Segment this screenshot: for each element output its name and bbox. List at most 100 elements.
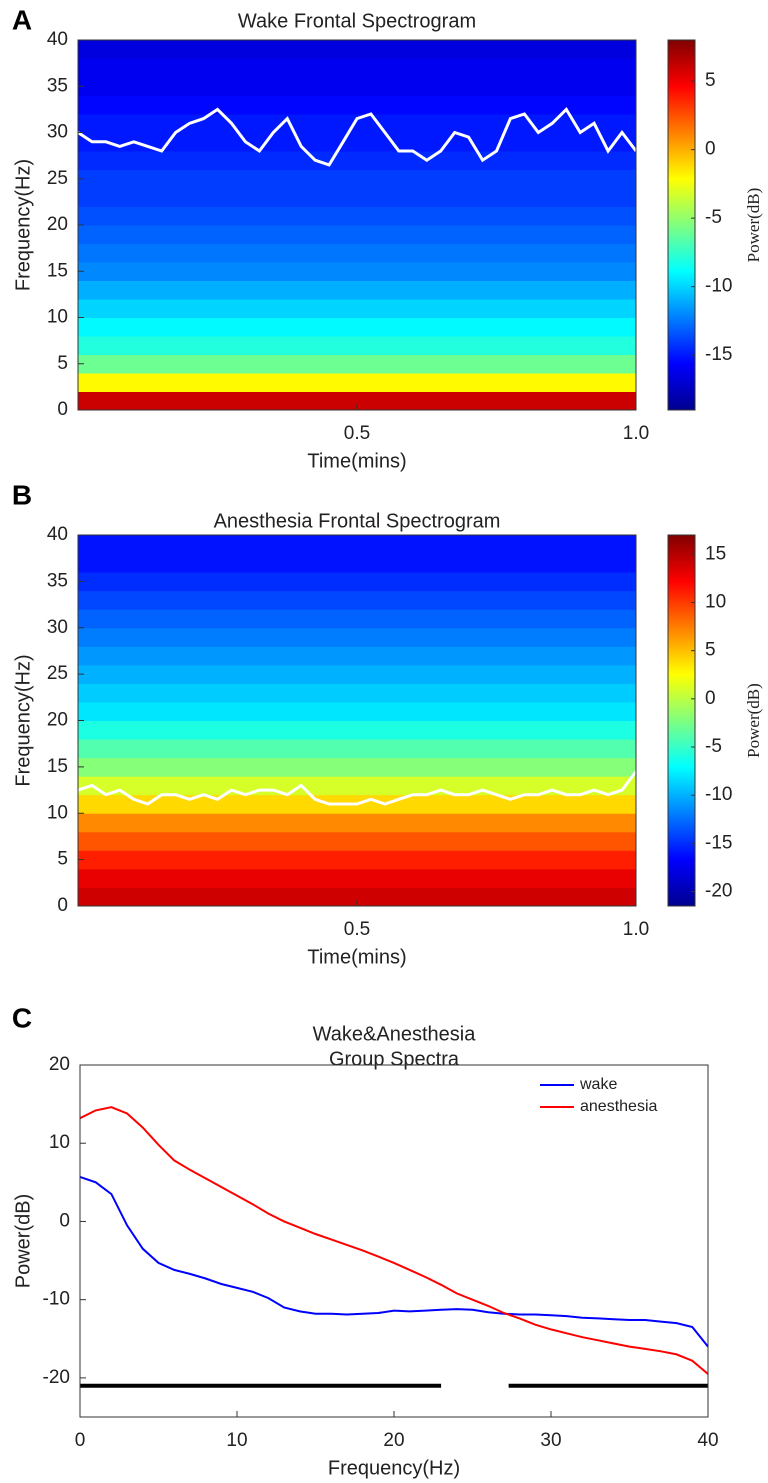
y-tick-label: 20	[47, 214, 68, 235]
heatmap-cell	[78, 683, 636, 703]
series-line	[79, 1175, 709, 1348]
heatmap-cell	[78, 831, 636, 851]
y-tick-label: 5	[57, 849, 68, 870]
heatmap-cell	[78, 887, 636, 907]
colorbar-tick-label: -20	[705, 881, 732, 902]
x-tick-label: 20	[383, 1430, 404, 1451]
x-tick-label: 0	[75, 1430, 86, 1451]
heatmap-cell	[78, 151, 636, 170]
heatmap-cell	[78, 739, 636, 759]
panel-letter: A	[12, 4, 32, 35]
colorbar-tick-label: -15	[705, 832, 732, 853]
legend-label: anesthesia	[580, 1098, 657, 1115]
y-tick-label: 40	[47, 29, 68, 50]
y-tick-label: 20	[47, 710, 68, 731]
heatmap-cell	[78, 850, 636, 870]
heatmap-cell	[78, 590, 636, 610]
heatmap-cell	[78, 243, 636, 263]
y-tick-label: 15	[47, 260, 68, 281]
heatmap-cell	[78, 280, 636, 300]
x-tick-label: 40	[697, 1430, 718, 1451]
heatmap-cell	[78, 664, 636, 684]
heatmap-cell	[78, 132, 636, 152]
heatmap-cell	[78, 813, 636, 833]
heatmap-cell	[78, 553, 636, 573]
y-tick-label: 0	[59, 1210, 70, 1231]
x-axis-label: Time(mins)	[307, 946, 406, 968]
chart-title: Wake Frontal Spectrogram	[238, 10, 476, 32]
heatmap-cell	[78, 354, 636, 374]
y-axis-label: Frequency(Hz)	[12, 159, 34, 291]
colorbar-tick-label: -15	[705, 344, 732, 365]
heatmap-cell	[78, 391, 636, 411]
heatmap-cell	[78, 188, 636, 207]
heatmap-cell	[78, 58, 636, 78]
colorbar-tick-label: 0	[705, 139, 716, 160]
colorbar-label: Power(dB)	[744, 683, 763, 758]
heatmap-cell	[78, 317, 636, 337]
y-tick-label: 10	[47, 307, 68, 328]
heatmap-cell	[78, 572, 636, 592]
panel-letter: B	[12, 479, 32, 510]
y-tick-label: 15	[47, 756, 68, 777]
x-axis-label: Time(mins)	[307, 450, 406, 472]
colorbar-tick-label: 15	[705, 543, 726, 564]
heatmap-cell	[78, 95, 636, 115]
x-tick-label: 30	[540, 1430, 561, 1451]
x-tick-label: 10	[226, 1430, 247, 1451]
colorbar	[667, 534, 696, 907]
y-axis-label: Power(dB)	[12, 1194, 34, 1288]
y-tick-label: 10	[47, 802, 68, 823]
x-tick-label: 1.0	[623, 423, 649, 444]
y-axis-label: Frequency(Hz)	[12, 654, 34, 786]
heatmap-cell	[78, 609, 636, 629]
y-tick-label: 30	[47, 617, 68, 638]
edge-frequency-line	[77, 106, 638, 167]
heatmap-cell	[78, 701, 636, 721]
heatmap-cell	[78, 627, 636, 647]
colorbar-tick-label: 10	[705, 591, 726, 612]
series-line	[79, 1106, 709, 1375]
chart-title: Group Spectra	[329, 1048, 460, 1070]
legend-label: wake	[579, 1076, 617, 1093]
colorbar-tick-label: 5	[705, 70, 716, 91]
heatmap-cell	[78, 646, 636, 666]
y-tick-label: 20	[49, 1054, 70, 1075]
y-tick-label: 0	[57, 895, 68, 916]
colorbar-label: Power(dB)	[744, 188, 763, 263]
panel-letter: C	[12, 1002, 32, 1033]
colorbar	[667, 39, 696, 411]
y-tick-label: 30	[47, 122, 68, 143]
y-tick-label: -10	[43, 1289, 70, 1310]
heatmap-cell	[78, 776, 636, 796]
y-tick-label: -20	[43, 1367, 70, 1388]
colorbar-tick-label: 0	[705, 688, 716, 709]
chart-title: Wake&Anesthesia	[313, 1023, 477, 1045]
heatmap-cell	[78, 336, 636, 355]
colorbar-tick-label: 5	[705, 640, 716, 661]
x-tick-label: 0.5	[344, 919, 370, 940]
y-tick-label: 40	[47, 524, 68, 545]
y-tick-label: 5	[57, 353, 68, 374]
x-axis-label: Frequency(Hz)	[328, 1457, 460, 1479]
heatmap-cell	[78, 77, 636, 96]
heatmap-cell	[78, 225, 636, 244]
heatmap-cell	[78, 299, 636, 318]
y-tick-label: 25	[47, 168, 68, 189]
y-tick-label: 0	[57, 399, 68, 420]
edge-frequency-line	[77, 770, 638, 806]
y-tick-label: 35	[47, 75, 68, 96]
colorbar-tick-label: -10	[705, 276, 732, 297]
heatmap-cell	[78, 868, 636, 888]
heatmap-cell	[78, 720, 636, 740]
x-tick-label: 1.0	[623, 919, 649, 940]
heatmap-cell	[78, 373, 636, 392]
heatmap-cell	[78, 535, 636, 555]
heatmap-cell	[78, 114, 636, 133]
heatmap-cell	[78, 757, 636, 777]
colorbar-tick-label: -10	[705, 784, 732, 805]
heatmap-cell	[78, 262, 636, 281]
heatmap-cell	[78, 169, 636, 189]
axes-frame	[79, 1064, 709, 1418]
